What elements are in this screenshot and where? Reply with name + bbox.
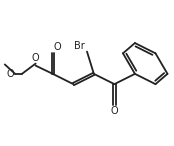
Text: O: O [32, 53, 39, 63]
Text: O: O [7, 69, 14, 79]
Text: O: O [54, 42, 61, 52]
Text: O: O [111, 106, 118, 115]
Text: Br: Br [74, 41, 84, 51]
